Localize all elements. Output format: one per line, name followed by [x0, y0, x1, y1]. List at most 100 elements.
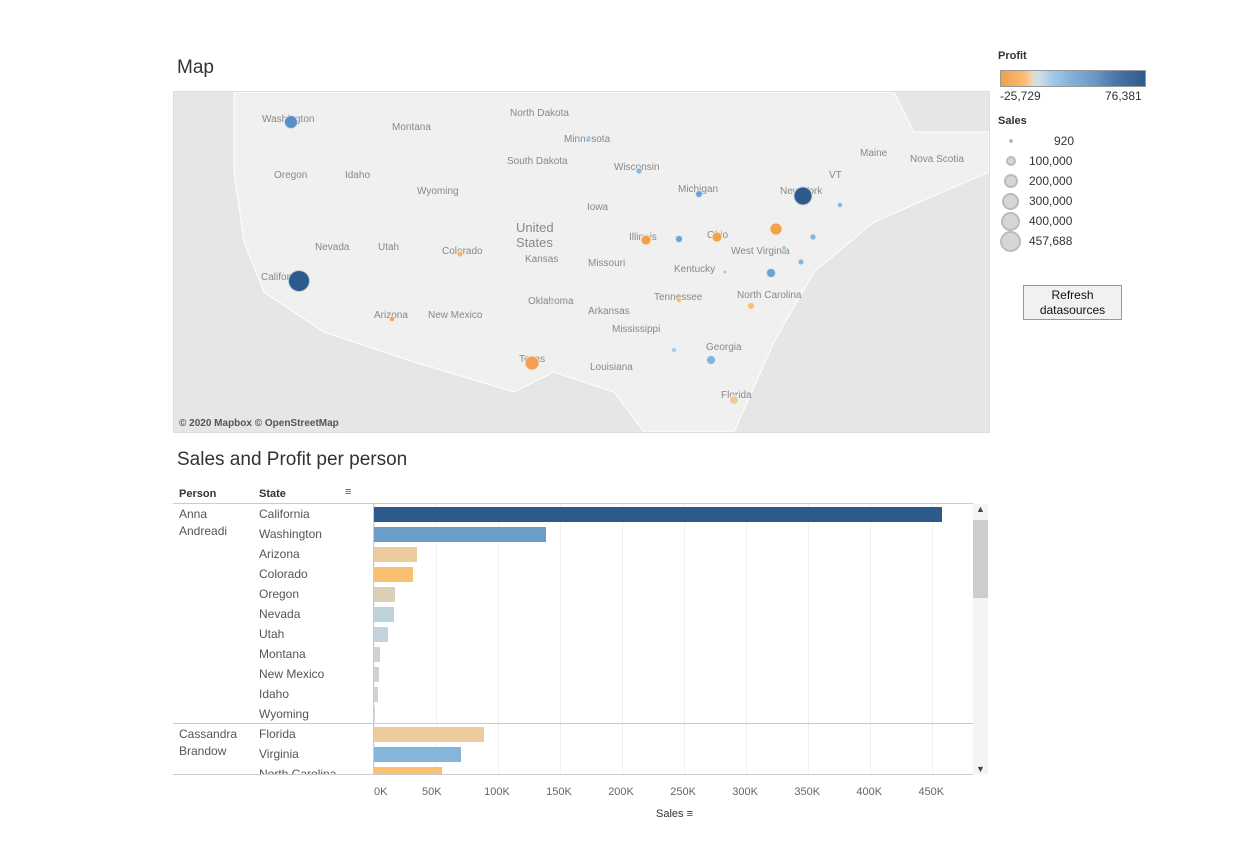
profit-min: -25,729 — [1000, 89, 1041, 103]
sales-bar[interactable] — [374, 747, 461, 762]
state-sales-bubble[interactable] — [675, 235, 683, 243]
state-sales-bubble[interactable] — [676, 297, 682, 303]
table-row[interactable]: New Mexico — [173, 664, 973, 684]
sales-bar[interactable] — [374, 527, 547, 542]
state-label: Idaho — [259, 687, 290, 701]
refresh-datasources-button[interactable]: Refresh datasources — [1023, 285, 1122, 320]
state-sales-bubble[interactable] — [797, 258, 805, 266]
gridline — [622, 504, 624, 774]
state-sales-bubble[interactable] — [585, 137, 591, 143]
sales-bar[interactable] — [374, 607, 395, 622]
table-row[interactable]: Virginia — [173, 744, 973, 764]
table-row[interactable]: Nevada — [173, 604, 973, 624]
x-tick-label: 250K — [670, 786, 696, 798]
gridline — [870, 504, 872, 774]
sales-bar[interactable] — [374, 587, 396, 602]
sales-bar[interactable] — [374, 767, 443, 774]
table-row[interactable]: Washington — [173, 524, 973, 544]
map-state-label: Nevada — [315, 242, 350, 253]
gridline — [684, 504, 686, 774]
map-title: Map — [177, 57, 214, 78]
state-label: North Carolina — [259, 767, 337, 774]
gridline — [808, 504, 810, 774]
map-state-label: Georgia — [706, 342, 742, 353]
map-land — [233, 92, 989, 432]
sales-legend-title: Sales — [998, 115, 1027, 127]
map-state-label: Oregon — [274, 170, 308, 181]
scroll-down-icon[interactable]: ▼ — [976, 764, 985, 774]
state-label: New Mexico — [259, 667, 325, 681]
table-row[interactable]: Idaho — [173, 684, 973, 704]
map-state-label: VT — [829, 170, 842, 181]
state-sales-bubble[interactable] — [747, 302, 755, 310]
state-sales-bubble[interactable] — [524, 355, 540, 371]
table-row[interactable]: Arizona — [173, 544, 973, 564]
size-circle-icon — [1005, 156, 1016, 166]
table-row[interactable]: Wyoming — [173, 704, 973, 724]
scrollbar[interactable]: ▲ ▼ — [973, 504, 988, 774]
state-label: California — [259, 507, 310, 521]
map-state-label: Nova Scotia — [910, 154, 964, 165]
map-credit: © 2020 Mapbox © OpenStreetMap — [179, 418, 339, 429]
sales-bar[interactable] — [374, 667, 380, 682]
sales-bar[interactable] — [374, 507, 942, 522]
chart-title: Sales and Profit per person — [177, 449, 408, 470]
state-sales-bubble[interactable] — [729, 395, 739, 405]
table-row[interactable]: Montana — [173, 644, 973, 664]
state-sales-bubble[interactable] — [389, 316, 395, 322]
table-row[interactable]: Colorado — [173, 564, 973, 584]
state-label: Wyoming — [259, 707, 309, 721]
state-sales-bubble[interactable] — [288, 270, 310, 292]
table-row[interactable]: Florida — [173, 724, 973, 744]
state-label: Nevada — [259, 607, 301, 621]
map-state-label: North Dakota — [510, 108, 569, 119]
state-sales-bubble[interactable] — [769, 222, 783, 236]
size-legend-item: 400,000 — [1000, 211, 1072, 231]
state-label: Colorado — [259, 567, 308, 581]
table-row[interactable]: North Carolina — [173, 764, 973, 774]
sales-bar[interactable] — [374, 687, 379, 702]
size-circle-icon — [1002, 192, 1019, 210]
state-sales-bubble[interactable] — [809, 233, 817, 241]
scroll-up-icon[interactable]: ▲ — [976, 504, 985, 514]
state-sales-bubble[interactable] — [837, 202, 843, 208]
state-sales-bubble[interactable] — [456, 250, 464, 258]
us-map[interactable]: WashingtonMontanaNorth DakotaMinnesotaSo… — [173, 91, 990, 433]
sales-bar[interactable] — [374, 647, 381, 662]
table-row[interactable]: Oregon — [173, 584, 973, 604]
person-label: Cassandra Brandow — [179, 727, 238, 758]
state-sales-bubble[interactable] — [640, 234, 652, 246]
state-sales-bubble[interactable] — [766, 268, 776, 278]
scroll-thumb[interactable] — [973, 520, 988, 598]
state-sales-bubble[interactable] — [722, 269, 728, 275]
state-sales-bubble[interactable] — [793, 186, 813, 206]
gridline — [932, 504, 934, 774]
table-row[interactable]: California — [173, 504, 973, 524]
state-sales-bubble[interactable] — [284, 115, 298, 129]
gridline — [436, 504, 438, 774]
state-sales-bubble[interactable] — [706, 355, 716, 365]
map-state-label: Michigan — [678, 184, 718, 195]
state-sales-bubble[interactable] — [695, 190, 703, 198]
size-legend-item: 300,000 — [1000, 192, 1072, 210]
state-sales-bubble[interactable] — [549, 300, 555, 306]
state-sales-bubble[interactable] — [711, 231, 723, 243]
bar-table[interactable]: Anna Andreadi California Washington Arizona… — [173, 504, 973, 774]
sales-bar[interactable] — [374, 627, 388, 642]
sales-bar[interactable] — [374, 727, 485, 742]
sales-bar[interactable] — [374, 707, 376, 722]
table-row[interactable]: Utah — [173, 624, 973, 644]
state-sales-bubble[interactable] — [671, 347, 677, 353]
map-state-label: Utah — [378, 242, 400, 253]
sales-bar[interactable] — [374, 547, 418, 562]
sort-icon[interactable]: ≡ — [686, 808, 694, 820]
state-label: Montana — [259, 647, 306, 661]
state-sales-bubble[interactable] — [781, 245, 787, 251]
state-label: Arizona — [259, 547, 300, 561]
state-sales-bubble[interactable] — [635, 167, 643, 175]
gridline — [560, 504, 562, 774]
map-state-label: North Carolina — [737, 290, 802, 301]
sales-bar[interactable] — [374, 567, 414, 582]
sort-icon[interactable]: ≡ — [345, 486, 352, 498]
size-legend-item: 200,000 — [1000, 172, 1072, 190]
